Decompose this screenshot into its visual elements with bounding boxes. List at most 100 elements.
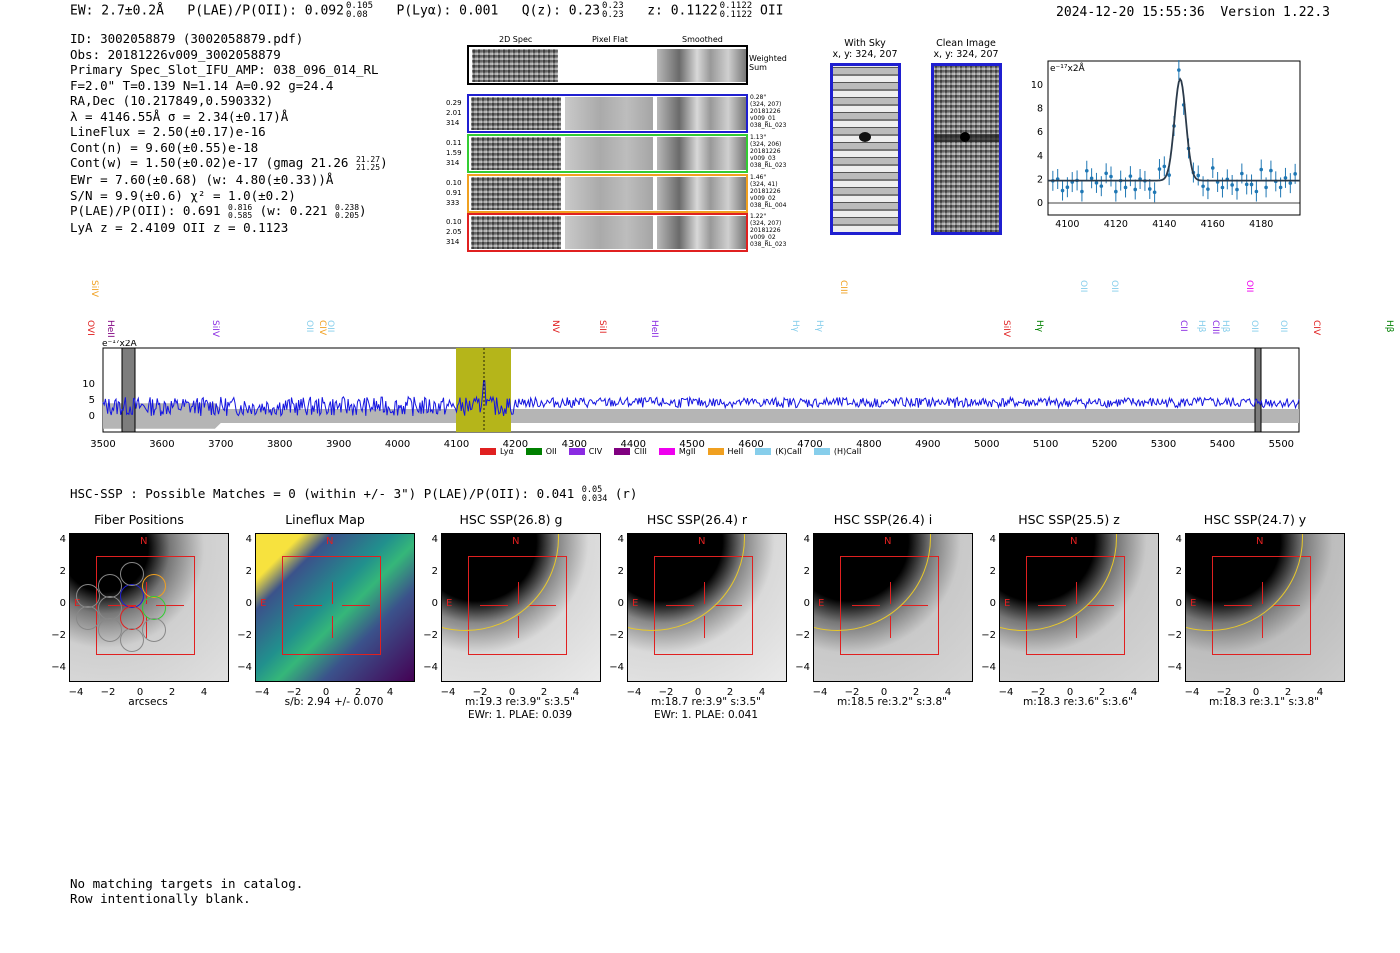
hsc-y-tick: 2 — [1175, 566, 1182, 577]
hsc-y-tick: −4 — [423, 662, 438, 673]
fiber-stat: 0.11 — [446, 139, 462, 147]
hsc-x-tick: 2 — [168, 687, 176, 698]
emission-line-label: OVI — [84, 320, 95, 336]
emission-line-label: SiIV — [209, 320, 220, 338]
zoom-data-point — [1157, 167, 1162, 171]
hsc-title: HSC-SSP : Possible Matches = 0 (within +… — [70, 486, 637, 503]
header-z-line: OII — [760, 3, 784, 19]
info-plae: P(LAE)/P(OII): 0.691 0.816 0.585 (w: 0.22… — [70, 203, 450, 220]
zoom-x-tick-label: 4100 — [1055, 219, 1079, 230]
emission-line-label: Hγ — [814, 320, 825, 333]
hsc-y-tick: −2 — [237, 630, 252, 641]
hsc-y-tick: 4 — [803, 534, 810, 545]
hsc-cutout-image: N E — [441, 533, 601, 682]
clean-image-header: Clean Image x, y: 324, 207 — [928, 38, 1004, 60]
emission-line-label: OII — [304, 320, 315, 333]
fiber-2d-spec — [471, 137, 561, 170]
zoom-y-tick-label: 4 — [1037, 151, 1043, 162]
hsc-caption-2: EWr: 1. PLAE: 0.041 — [653, 709, 759, 721]
legend-swatch — [813, 448, 830, 455]
hsc-panel-title: HSC SSP(26.4) r — [646, 512, 748, 527]
zoom-x-tick-label: 4160 — [1201, 219, 1225, 230]
zoom-x-tick-label: 4120 — [1104, 219, 1128, 230]
hsc-cutout-image: N E — [69, 533, 229, 682]
zoom-data-point — [1210, 166, 1215, 170]
fiber-stat: 2.01 — [446, 109, 462, 117]
zoom-data-point — [1206, 187, 1210, 191]
header-ew: EW: 2.7±0.2Å — [70, 3, 164, 19]
hsc-panel-title: HSC SSP(26.8) g — [459, 512, 563, 527]
hsc-panel-title: Lineflux Map — [285, 512, 365, 527]
north-label: N — [140, 536, 148, 547]
zoom-y-tick-label: 0 — [1037, 198, 1043, 209]
hsc-panel: Lineflux Map 4 2 0 −2 −4 N E −4 −2 0 2 4 s/b: 2.… — [225, 512, 425, 727]
fiber-smoothed — [657, 177, 746, 210]
hsc-panel: HSC SSP(25.5) z 4 2 0 −2 −4 N E −4 −2 0 2 4 m:18… — [969, 512, 1169, 727]
fiber-circle — [98, 574, 122, 598]
fiber-row-1 — [467, 94, 748, 133]
zoom-data-point — [1167, 173, 1171, 177]
fiber-meta: (324, 207) — [750, 101, 782, 108]
full-x-tick-label: 4400 — [621, 439, 646, 450]
info-contw-close: ) — [380, 155, 388, 170]
legend-swatch — [707, 448, 724, 455]
with-sky-title: With Sky — [844, 38, 886, 49]
zoom-data-point — [1123, 185, 1128, 190]
legend-item: (H)CaII — [813, 447, 861, 456]
full-x-tick-label: 4000 — [385, 439, 410, 450]
fiber-row-2 — [467, 134, 748, 173]
fiber-meta: 1.22" — [750, 213, 767, 220]
fiber-row-stats: 0.10 0.91 333 — [446, 178, 462, 208]
hsc-x-tick: 4 — [758, 687, 766, 698]
legend-swatch — [614, 448, 631, 455]
hsc-y-tick: 0 — [1175, 598, 1182, 609]
legend-label: CIII — [634, 447, 647, 456]
footer-line-1: No matching targets in catalog. — [70, 876, 304, 891]
header-z: z: 0.1122 — [647, 3, 718, 19]
fiber-2d-spec — [471, 177, 561, 210]
footer-note: No matching targets in catalog. Row inte… — [70, 876, 303, 906]
fiber-meta: 038_RL_023 — [750, 241, 787, 248]
zoom-data-point — [1259, 167, 1264, 172]
hsc-caption: arcsecs — [128, 696, 168, 708]
zoom-data-point — [1283, 176, 1288, 180]
full-x-tick-label: 5400 — [1210, 439, 1235, 450]
fiber-stat: 0.29 — [446, 99, 462, 107]
full-x-tick-label: 4900 — [915, 439, 940, 450]
header-q: Q(z): 0.23 — [521, 3, 601, 19]
fiber-row-stats: 0.29 2.01 314 — [446, 98, 462, 128]
zoom-data-point — [1152, 190, 1157, 195]
zoom-data-point — [1065, 185, 1070, 190]
emission-line-label: SiIV — [88, 280, 99, 298]
hsc-x-tick: 0 — [1252, 687, 1260, 698]
hsc-crosshair — [518, 616, 520, 638]
zoom-data-point — [1196, 173, 1201, 178]
hsc-crosshair — [528, 605, 556, 607]
hsc-y-tick: 4 — [59, 534, 66, 545]
info-contw-label: Cont(w) = 1.50(±0.02)e-17 (gmag 21.26 — [70, 155, 349, 170]
fiber-meta: 1.13" — [750, 134, 767, 141]
header-plae-hi: 0.105 — [345, 1, 374, 11]
hsc-x-tick: 2 — [1098, 687, 1106, 698]
east-label: E — [260, 598, 267, 609]
hsc-x-tick: −2 — [1216, 687, 1232, 698]
hsc-cutout-image: N E — [627, 533, 787, 682]
hsc-y-tick: 2 — [617, 566, 624, 577]
info-plae-lo: 0.585 — [228, 210, 253, 220]
legend-item: (K)CaII — [755, 447, 802, 456]
zoom-data-point — [1147, 187, 1152, 191]
hsc-x-tick: 0 — [136, 687, 144, 698]
legend-label: CIV — [588, 447, 603, 456]
emission-line-label: OII — [1277, 320, 1288, 333]
hsc-y-tick: 2 — [989, 566, 996, 577]
full-x-tick-label: 5100 — [1033, 439, 1058, 450]
full-x-tick-label: 4800 — [856, 439, 881, 450]
hsc-x-tick: 4 — [944, 687, 952, 698]
fiber-row-meta: 1.13" (324, 206) 20181226 v009_03 038_RL_023 — [750, 134, 786, 169]
zoom-data-point — [1220, 185, 1225, 190]
info-plae-close: ) — [359, 203, 367, 218]
full-x-tick-label: 3600 — [149, 439, 174, 450]
hsc-x-tick: 0 — [322, 687, 330, 698]
hsc-y-tick: −4 — [609, 662, 624, 673]
hsc-x-tick: −2 — [286, 687, 302, 698]
